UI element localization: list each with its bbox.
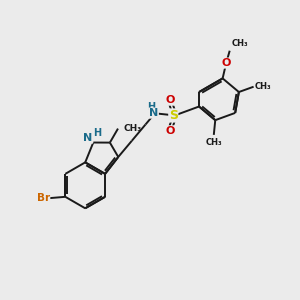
Text: N: N [149, 108, 158, 118]
Text: S: S [169, 109, 178, 122]
Text: O: O [166, 126, 175, 136]
Text: CH₃: CH₃ [231, 39, 248, 48]
Text: CH₃: CH₃ [255, 82, 272, 91]
Text: N: N [83, 133, 93, 143]
Text: H: H [148, 102, 156, 112]
Text: O: O [221, 58, 231, 68]
Text: H: H [93, 128, 101, 138]
Text: Br: Br [37, 193, 50, 203]
Text: CH₃: CH₃ [123, 124, 142, 133]
Text: CH₃: CH₃ [206, 138, 222, 147]
Text: O: O [166, 95, 175, 105]
